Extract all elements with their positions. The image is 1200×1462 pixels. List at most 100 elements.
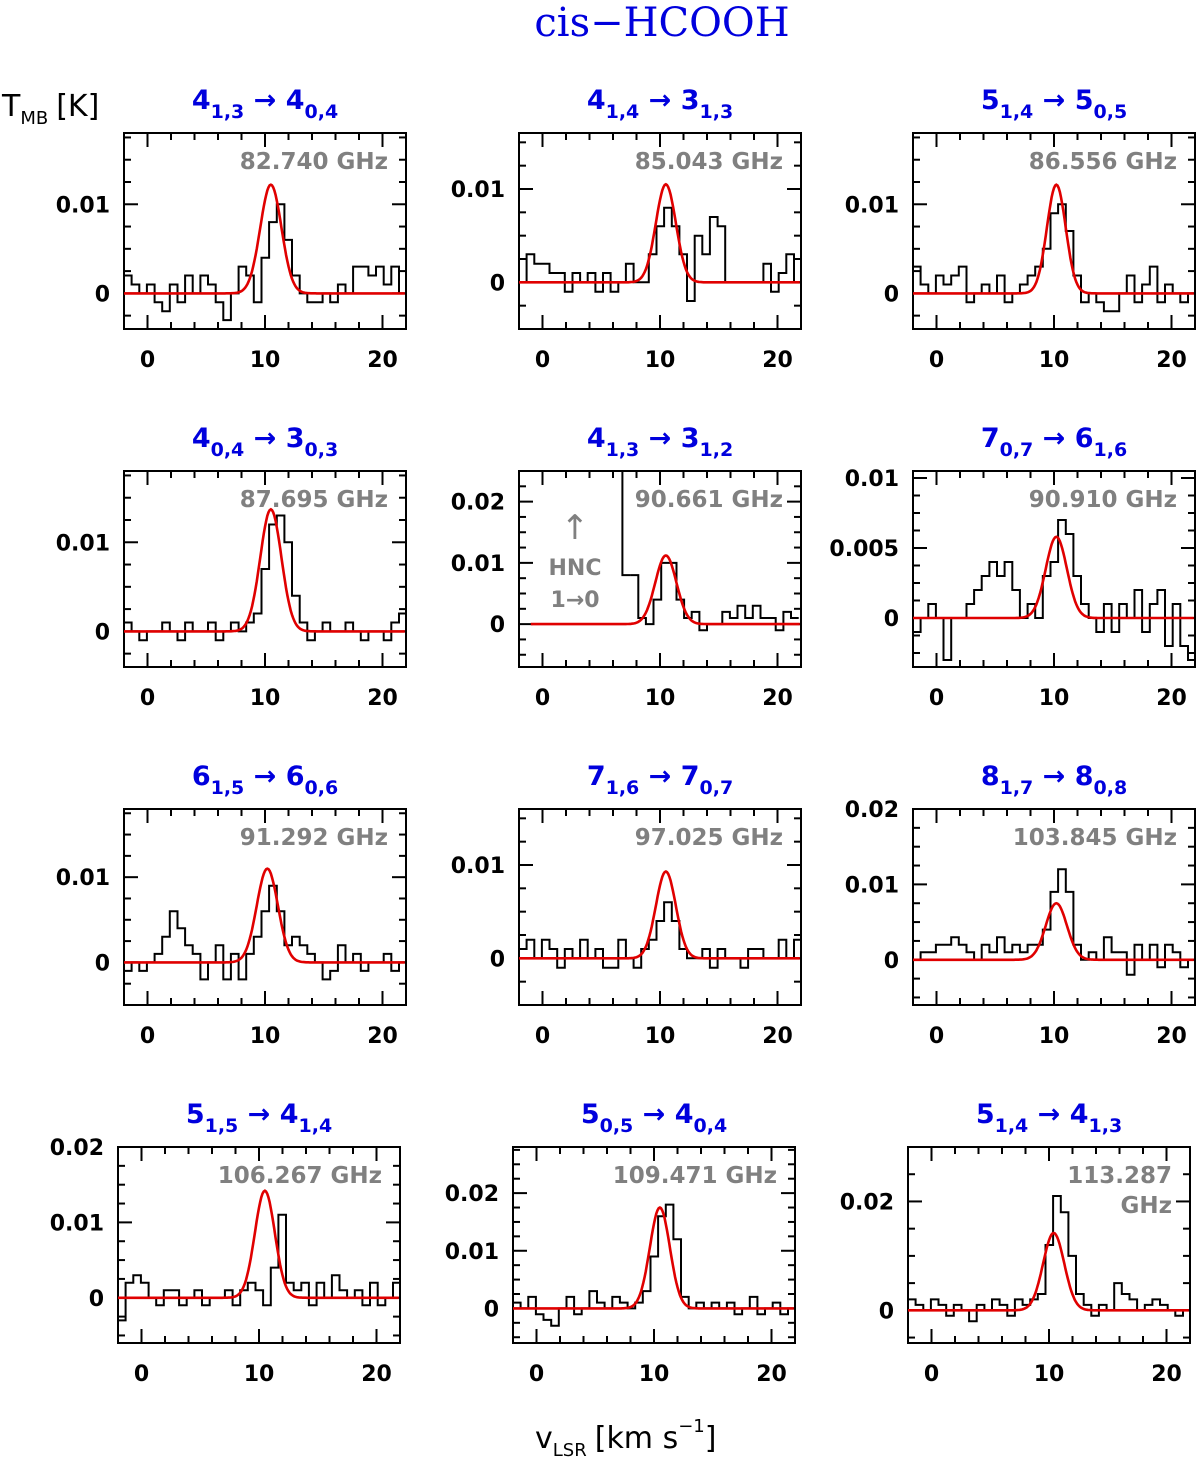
gaussian-fit-line (124, 507, 405, 633)
y-tick-label: 0.02 (451, 491, 505, 516)
transition-label-part: 1,3 (606, 439, 640, 461)
transition-label-part: 4 (587, 423, 606, 454)
x-tick-label: 10 (639, 1362, 670, 1387)
x-axis-label-sub: LSR (553, 1440, 587, 1461)
transition-label-part: 7 (681, 761, 700, 792)
transition-label-part: 3 (681, 85, 700, 116)
y-axis-label-unit: [K] (56, 89, 99, 124)
spectrum-line (124, 514, 406, 642)
spectrum-panel: 51,4 → 41,3 0 10 20 0 0.02 113.287 GHz (840, 1099, 1191, 1387)
spectrum-line (630, 561, 799, 632)
x-axis-label-unit: [km s (595, 1421, 678, 1456)
x-tick-label: 0 (140, 1024, 155, 1049)
transition-label-part: 1,3 (211, 101, 245, 123)
transition-label-part: 5 (581, 1099, 600, 1130)
transition-label: 41,3 → 31,2 (587, 423, 733, 461)
frequency-label: 113.287 (1067, 1163, 1172, 1189)
y-tick-label: 0 (490, 947, 505, 972)
y-tick-label: 0.02 (50, 1136, 104, 1161)
transition-label-part: 0,8 (1094, 777, 1128, 799)
x-tick-label: 0 (535, 686, 550, 711)
y-axis-label-sub: MB (20, 108, 48, 129)
transition-label-part: 0,6 (305, 777, 339, 799)
gaussian-fit-line (913, 901, 1194, 962)
transition-label-part: → (1033, 85, 1074, 116)
y-tick-label: 0 (490, 613, 505, 638)
y-tick-label: 0.02 (845, 798, 899, 823)
transition-label-part: 1,4 (995, 1115, 1029, 1137)
transition-label-part: 5 (186, 1099, 205, 1130)
x-axis-label: vLSR [km s−1] (535, 1416, 716, 1461)
y-tick-label: 0 (884, 282, 899, 307)
transition-label-part: 0,7 (700, 777, 734, 799)
transition-label-part: 1,4 (606, 101, 640, 123)
x-tick-label: 20 (762, 1024, 793, 1049)
transition-label-part: 8 (1075, 761, 1094, 792)
transition-label-part: → (244, 423, 285, 454)
x-tick-label: 20 (367, 686, 398, 711)
annotation-text: HNC (549, 556, 602, 581)
transition-label-part: 0,4 (211, 439, 245, 461)
transition-label-part: → (639, 761, 680, 792)
y-tick-label: 0 (95, 951, 110, 976)
gaussian-fit-line (913, 183, 1194, 295)
y-tick-label: 0.01 (56, 531, 110, 556)
transition-label-part: 4 (1070, 1099, 1089, 1130)
transition-label-part: 4 (286, 85, 305, 116)
x-axis-label-exp: −1 (678, 1416, 705, 1437)
transition-label-part: 5 (1075, 85, 1094, 116)
transition-label: 71,6 → 70,7 (587, 761, 733, 799)
transition-label-part: 6 (192, 761, 211, 792)
spectrum-panel: 41,4 → 31,3 0 10 20 0 0.01 85.043 GHz (451, 85, 802, 373)
transition-label-part: → (238, 1099, 279, 1130)
x-tick-label: 10 (645, 1024, 676, 1049)
transition-label-part: 4 (192, 85, 211, 116)
transition-label-part: → (639, 423, 680, 454)
transition-label-part: 0,5 (1094, 101, 1128, 123)
frequency-label: 106.267 GHz (218, 1163, 382, 1189)
transition-label-part: → (244, 85, 285, 116)
y-tick-label: 0 (879, 1299, 894, 1324)
y-tick-label: 0.01 (845, 873, 899, 898)
transition-label-part: 1,6 (606, 777, 640, 799)
frequency-label: 87.695 GHz (240, 487, 388, 513)
transition-label-part: 7 (981, 423, 1000, 454)
x-tick-label: 10 (250, 1024, 281, 1049)
y-tick-label: 0.01 (50, 1211, 104, 1236)
x-tick-label: 20 (762, 686, 793, 711)
y-tick-label: 0.01 (451, 552, 505, 577)
x-tick-label: 20 (367, 1024, 398, 1049)
frequency-label: 90.661 GHz (635, 487, 783, 513)
frequency-label: 90.910 GHz (1029, 487, 1177, 513)
transition-label: 41,4 → 31,3 (587, 85, 733, 123)
transition-label-part: 3 (286, 423, 305, 454)
transition-label: 50,5 → 40,4 (581, 1099, 727, 1137)
transition-label-part: 0,3 (305, 439, 339, 461)
spectrum-line (124, 203, 406, 322)
transition-label-part: 1,2 (700, 439, 734, 461)
annotation-text: 1→0 (550, 588, 599, 613)
x-tick-label: 0 (929, 1024, 944, 1049)
x-tick-label: 10 (250, 686, 281, 711)
transition-label-part: 5 (981, 85, 1000, 116)
figure-title: cis−HCOOH (534, 0, 789, 46)
transition-label-part: 7 (587, 761, 606, 792)
y-tick-label: 0 (484, 1297, 499, 1322)
transition-label: 51,4 → 50,5 (981, 85, 1127, 123)
x-tick-label: 10 (1034, 1362, 1065, 1387)
y-axis-label-main: T (1, 89, 21, 124)
x-tick-label: 20 (367, 348, 398, 373)
y-tick-label: 0.02 (840, 1190, 894, 1215)
transition-label-part: → (244, 761, 285, 792)
annotation-arrow: ↑ (561, 508, 590, 548)
transition-label: 51,4 → 41,3 (976, 1099, 1122, 1137)
x-tick-label: 0 (529, 1362, 544, 1387)
transition-label-part: 1,3 (700, 101, 734, 123)
transition-label-part: 3 (681, 423, 700, 454)
transition-label-part: 1,4 (1000, 101, 1034, 123)
gaussian-fit-line (908, 1231, 1189, 1312)
